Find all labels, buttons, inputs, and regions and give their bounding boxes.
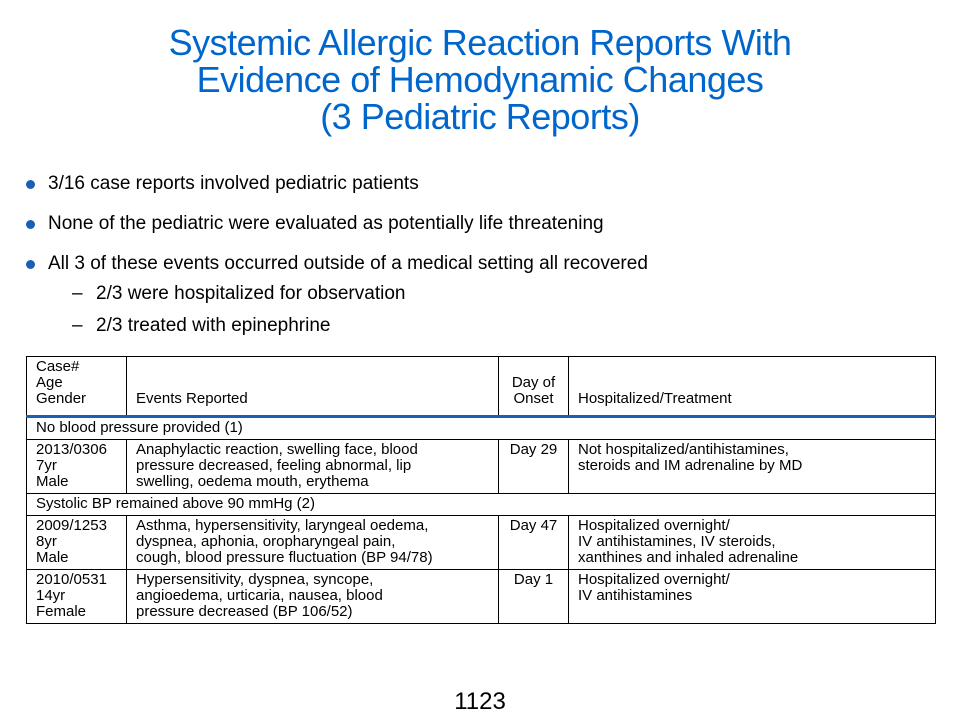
case-age: 8yr: [36, 533, 57, 550]
cell-events: Anaphylactic reaction, swelling face, bl…: [126, 439, 499, 494]
treatment-line: steroids and IM adrenaline by MD: [578, 457, 803, 474]
dash-icon: –: [72, 315, 83, 336]
cell-case: 2010/0531 14yr Female: [26, 569, 127, 624]
page-number: 1123: [454, 688, 506, 715]
header-case-line: Case#: [36, 358, 80, 375]
bullet-list: 3/16 case reports involved pediatric pat…: [24, 172, 924, 354]
table-row: 2009/1253 8yr Male Asthma, hypersensitiv…: [26, 515, 936, 570]
events-line: dyspnea, aphonia, oropharyngeal pain,: [136, 533, 396, 550]
sub-bullet-item: – 2/3 treated with epinephrine: [48, 314, 924, 338]
sub-bullet-text: 2/3 treated with epinephrine: [96, 315, 331, 336]
case-number: 2010/0531: [36, 571, 107, 588]
cell-day: Day 47: [498, 515, 569, 570]
table-row: 2010/0531 14yr Female Hypersensitivity, …: [26, 569, 936, 624]
group-row: No blood pressure provided (1): [26, 416, 936, 440]
sub-bullet-list: – 2/3 were hospitalized for observation …: [48, 282, 924, 338]
cell-treatment: Hospitalized overnight/ IV antihistamine…: [568, 515, 936, 570]
case-age: 14yr: [36, 587, 66, 604]
cell-events: Asthma, hypersensitivity, laryngeal oede…: [126, 515, 499, 570]
header-events: Events Reported: [126, 356, 499, 418]
group-label: No blood pressure provided (1): [26, 416, 936, 440]
events-line: angioedema, urticaria, nausea, blood: [136, 587, 383, 604]
treatment-line: xanthines and inhaled adrenaline: [578, 549, 799, 566]
cell-events: Hypersensitivity, dyspnea, syncope, angi…: [126, 569, 499, 624]
events-line: Asthma, hypersensitivity, laryngeal oede…: [136, 517, 429, 534]
cell-day: Day 29: [498, 439, 569, 494]
bullet-item: All 3 of these events occurred outside o…: [24, 252, 924, 338]
cell-treatment: Hospitalized overnight/ IV antihistamine…: [568, 569, 936, 624]
treatment-line: Hospitalized overnight/: [578, 571, 730, 588]
header-day-of-onset: Day of Onset: [498, 356, 569, 418]
header-age-line: Age: [36, 374, 63, 391]
table-row: 2013/0306 7yr Male Anaphylactic reaction…: [26, 439, 936, 494]
header-onset-line: Onset: [513, 390, 554, 407]
header-case: Case# Age Gender: [26, 356, 127, 418]
treatment-line: IV antihistamines, IV steroids,: [578, 533, 776, 550]
header-day-line: Day of: [511, 374, 556, 391]
events-line: Anaphylactic reaction, swelling face, bl…: [136, 441, 418, 458]
events-line: Hypersensitivity, dyspnea, syncope,: [136, 571, 374, 588]
sub-bullet-text: 2/3 were hospitalized for observation: [96, 283, 406, 304]
case-number: 2013/0306: [36, 441, 107, 458]
case-gender: Female: [36, 603, 87, 620]
title-line-1: Systemic Allergic Reaction Reports With: [168, 22, 792, 63]
case-table: Case# Age Gender Events Reported Day of …: [26, 356, 936, 624]
bullet-text: 3/16 case reports involved pediatric pat…: [48, 173, 419, 194]
case-age: 7yr: [36, 457, 57, 474]
cell-day: Day 1: [498, 569, 569, 624]
title-line-2: Evidence of Hemodynamic Changes: [196, 59, 764, 100]
bullet-dot-icon: [26, 260, 35, 269]
cell-case: 2013/0306 7yr Male: [26, 439, 127, 494]
title-line-3: (3 Pediatric Reports): [320, 96, 640, 137]
treatment-line: Hospitalized overnight/: [578, 517, 730, 534]
sub-bullet-item: – 2/3 were hospitalized for observation: [48, 282, 924, 306]
header-treatment: Hospitalized/Treatment: [568, 356, 936, 418]
events-line: pressure decreased, feeling abnormal, li…: [136, 457, 412, 474]
events-line: pressure decreased (BP 106/52): [136, 603, 353, 620]
group-label: Systolic BP remained above 90 mmHg (2): [26, 493, 936, 516]
case-gender: Male: [36, 473, 69, 490]
cell-case: 2009/1253 8yr Male: [26, 515, 127, 570]
treatment-line: IV antihistamines: [578, 587, 693, 604]
events-line: cough, blood pressure fluctuation (BP 94…: [136, 549, 433, 566]
dash-icon: –: [72, 283, 83, 304]
slide-title: Systemic Allergic Reaction Reports With …: [40, 24, 920, 135]
cell-treatment: Not hospitalized/antihistamines, steroid…: [568, 439, 936, 494]
bullet-dot-icon: [26, 180, 35, 189]
bullet-dot-icon: [26, 220, 35, 229]
events-line: swelling, oedema mouth, erythema: [136, 473, 369, 490]
bullet-text: All 3 of these events occurred outside o…: [48, 253, 648, 274]
case-gender: Male: [36, 549, 69, 566]
bullet-item: 3/16 case reports involved pediatric pat…: [24, 172, 924, 196]
header-gender-line: Gender: [36, 390, 87, 407]
table-header-row: Case# Age Gender Events Reported Day of …: [26, 356, 936, 418]
bullet-text: None of the pediatric were evaluated as …: [48, 213, 604, 234]
group-row: Systolic BP remained above 90 mmHg (2): [26, 493, 936, 516]
bullet-item: None of the pediatric were evaluated as …: [24, 212, 924, 236]
case-number: 2009/1253: [36, 517, 107, 534]
treatment-line: Not hospitalized/antihistamines,: [578, 441, 789, 458]
